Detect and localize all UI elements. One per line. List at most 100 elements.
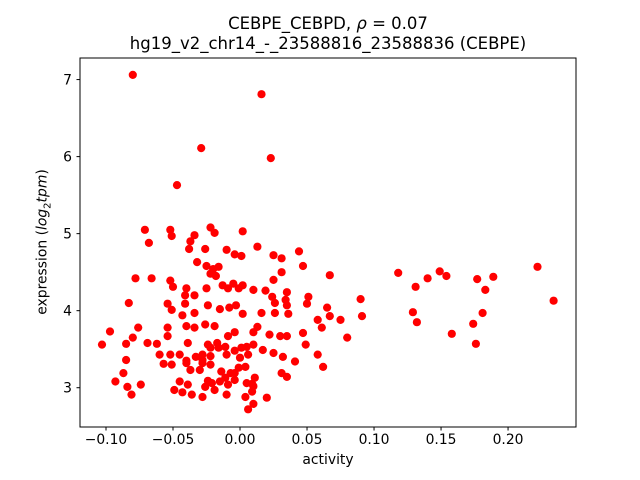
data-point [223,332,233,341]
data-point [244,405,253,414]
data-point [181,299,190,308]
data-point [202,261,211,271]
data-point [269,251,278,260]
data-point [163,299,172,308]
data-point [167,231,176,241]
data-point [230,375,239,385]
data-point [191,352,200,361]
y-tick-label: 4 [63,303,72,319]
data-point [257,90,266,99]
data-point [178,388,187,397]
data-point [313,350,322,359]
data-point [182,359,191,368]
data-point [155,350,164,359]
data-point [123,382,132,391]
data-point [198,359,207,368]
chart-title-block: CEBPE_CEBPD, ρ = 0.07 hg19_v2_chr14_-_23… [80,14,576,54]
data-point [187,390,196,399]
data-point [313,315,322,324]
data-point [223,380,233,389]
y-label-subscript: 2 [42,202,54,209]
y-axis-label: expression (log2tpm) [35,169,54,315]
data-point [185,244,194,254]
data-point [183,338,192,348]
data-point [478,308,487,318]
data-point [206,343,215,352]
data-point [269,348,278,358]
data-point [186,365,195,375]
data-point [408,308,417,317]
data-point [178,311,187,320]
title-correlation-value: = 0.07 [366,14,428,33]
data-point [325,271,334,280]
data-point [214,262,223,271]
y-label-suffix: ) [34,169,51,175]
data-point [249,328,258,337]
x-tick-label: 0.10 [359,432,390,448]
data-point [249,399,258,408]
data-point [238,281,247,290]
data-point [229,279,238,288]
chart-title: CEBPE_CEBPD, ρ = 0.07 [80,14,576,34]
data-point [261,286,270,295]
data-point [201,244,210,254]
data-point [343,333,352,342]
data-point [317,323,326,332]
data-point [190,308,199,318]
data-point [269,275,278,284]
data-point [223,284,233,293]
data-point [481,285,490,294]
data-point [356,295,365,304]
data-point [442,271,451,281]
data-point [241,362,250,371]
data-point [298,328,308,338]
data-point [231,301,241,310]
data-point [166,350,175,359]
data-point [182,284,191,293]
data-point [222,390,231,399]
data-point [206,360,215,369]
data-point [250,373,259,382]
data-point [221,342,230,351]
data-point [230,250,239,259]
data-point [170,385,179,395]
data-point [230,346,239,355]
data-point [549,296,558,305]
data-point [198,392,207,402]
data-point [201,320,210,329]
data-point [222,245,231,254]
data-point [249,285,258,294]
data-point [277,254,286,263]
data-point [111,377,120,386]
data-point [266,154,275,163]
data-point [136,380,145,389]
title-text: CEBPE_CEBPD, [228,14,357,33]
data-point [435,267,444,276]
data-point [127,390,136,399]
data-point [217,367,226,376]
data-point [215,305,224,314]
data-point [469,319,478,328]
data-point [249,340,258,349]
x-tick-label: −0.10 [85,432,128,448]
data-point [166,276,175,285]
data-point [262,393,271,402]
data-point [182,322,191,331]
data-point [304,292,313,301]
data-point [230,328,239,337]
data-point [163,323,172,332]
data-point [183,380,192,389]
data-point [201,382,210,391]
data-point [235,353,245,362]
data-point [166,225,175,234]
data-point [237,251,246,261]
data-point [447,329,456,338]
data-point [241,392,250,402]
data-point [270,298,279,308]
data-point [270,308,279,318]
data-point [143,338,152,348]
data-point [249,382,258,391]
data-point [268,292,277,301]
y-tick-label: 5 [63,226,72,242]
